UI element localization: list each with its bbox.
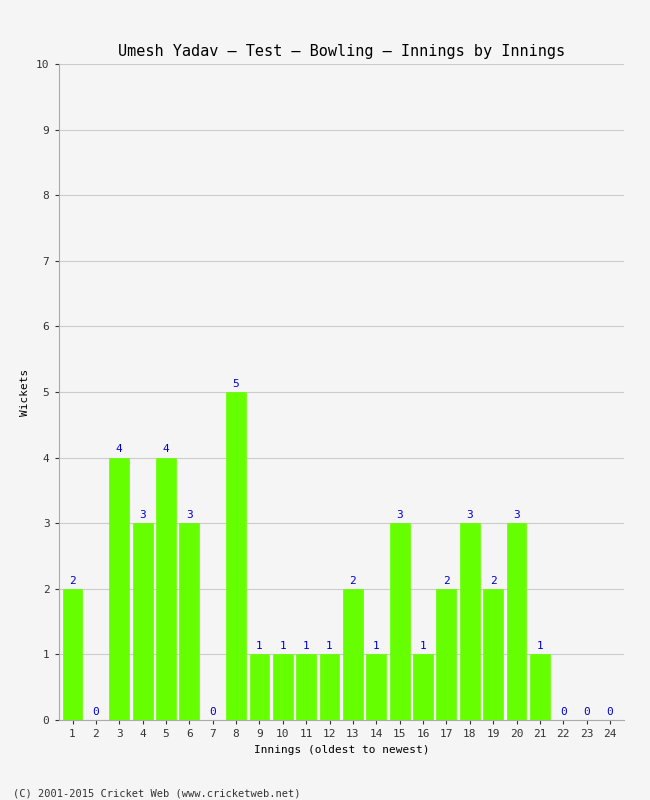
- Text: 0: 0: [583, 706, 590, 717]
- Text: 4: 4: [116, 444, 123, 454]
- Text: 0: 0: [92, 706, 99, 717]
- Bar: [413, 654, 433, 720]
- Text: 1: 1: [280, 641, 286, 651]
- Bar: [156, 458, 176, 720]
- Bar: [460, 523, 480, 720]
- Text: 3: 3: [396, 510, 403, 520]
- Bar: [250, 654, 269, 720]
- Title: Umesh Yadav – Test – Bowling – Innings by Innings: Umesh Yadav – Test – Bowling – Innings b…: [118, 44, 565, 58]
- Bar: [320, 654, 339, 720]
- Text: 2: 2: [350, 575, 356, 586]
- Bar: [390, 523, 410, 720]
- Bar: [62, 589, 83, 720]
- Bar: [343, 589, 363, 720]
- Text: 1: 1: [536, 641, 543, 651]
- Bar: [179, 523, 200, 720]
- Bar: [506, 523, 526, 720]
- Text: 2: 2: [69, 575, 76, 586]
- Text: 3: 3: [139, 510, 146, 520]
- X-axis label: Innings (oldest to newest): Innings (oldest to newest): [254, 745, 429, 754]
- Bar: [296, 654, 316, 720]
- Text: 0: 0: [560, 706, 567, 717]
- Text: 5: 5: [233, 378, 239, 389]
- Text: 1: 1: [373, 641, 380, 651]
- Text: 1: 1: [256, 641, 263, 651]
- Bar: [530, 654, 550, 720]
- Bar: [367, 654, 386, 720]
- Text: 2: 2: [443, 575, 450, 586]
- Text: 0: 0: [606, 706, 614, 717]
- Text: 3: 3: [467, 510, 473, 520]
- Bar: [226, 392, 246, 720]
- Text: 3: 3: [186, 510, 193, 520]
- Y-axis label: Wickets: Wickets: [20, 368, 31, 416]
- Text: 4: 4: [162, 444, 170, 454]
- Text: (C) 2001-2015 Cricket Web (www.cricketweb.net): (C) 2001-2015 Cricket Web (www.cricketwe…: [13, 788, 300, 798]
- Bar: [109, 458, 129, 720]
- Bar: [273, 654, 292, 720]
- Text: 1: 1: [303, 641, 309, 651]
- Text: 2: 2: [489, 575, 497, 586]
- Bar: [436, 589, 456, 720]
- Bar: [483, 589, 503, 720]
- Bar: [133, 523, 153, 720]
- Text: 1: 1: [420, 641, 426, 651]
- Text: 0: 0: [209, 706, 216, 717]
- Text: 3: 3: [513, 510, 520, 520]
- Text: 1: 1: [326, 641, 333, 651]
